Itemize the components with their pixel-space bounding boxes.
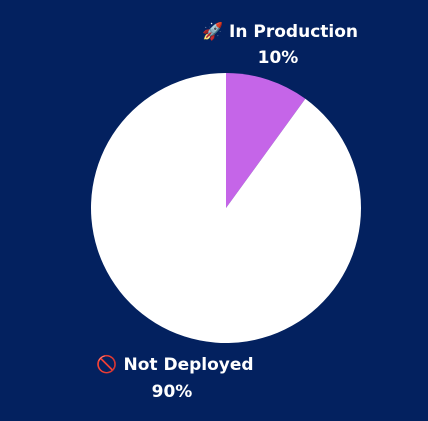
slice-label: 🚫 Not Deployed xyxy=(96,354,253,375)
pie-slice xyxy=(226,73,306,208)
slice-label: 🚀 In Production xyxy=(202,21,358,42)
pie-slice xyxy=(91,73,361,343)
slice-value-label: 10% xyxy=(258,48,299,68)
slice-value-label: 90% xyxy=(152,382,193,402)
